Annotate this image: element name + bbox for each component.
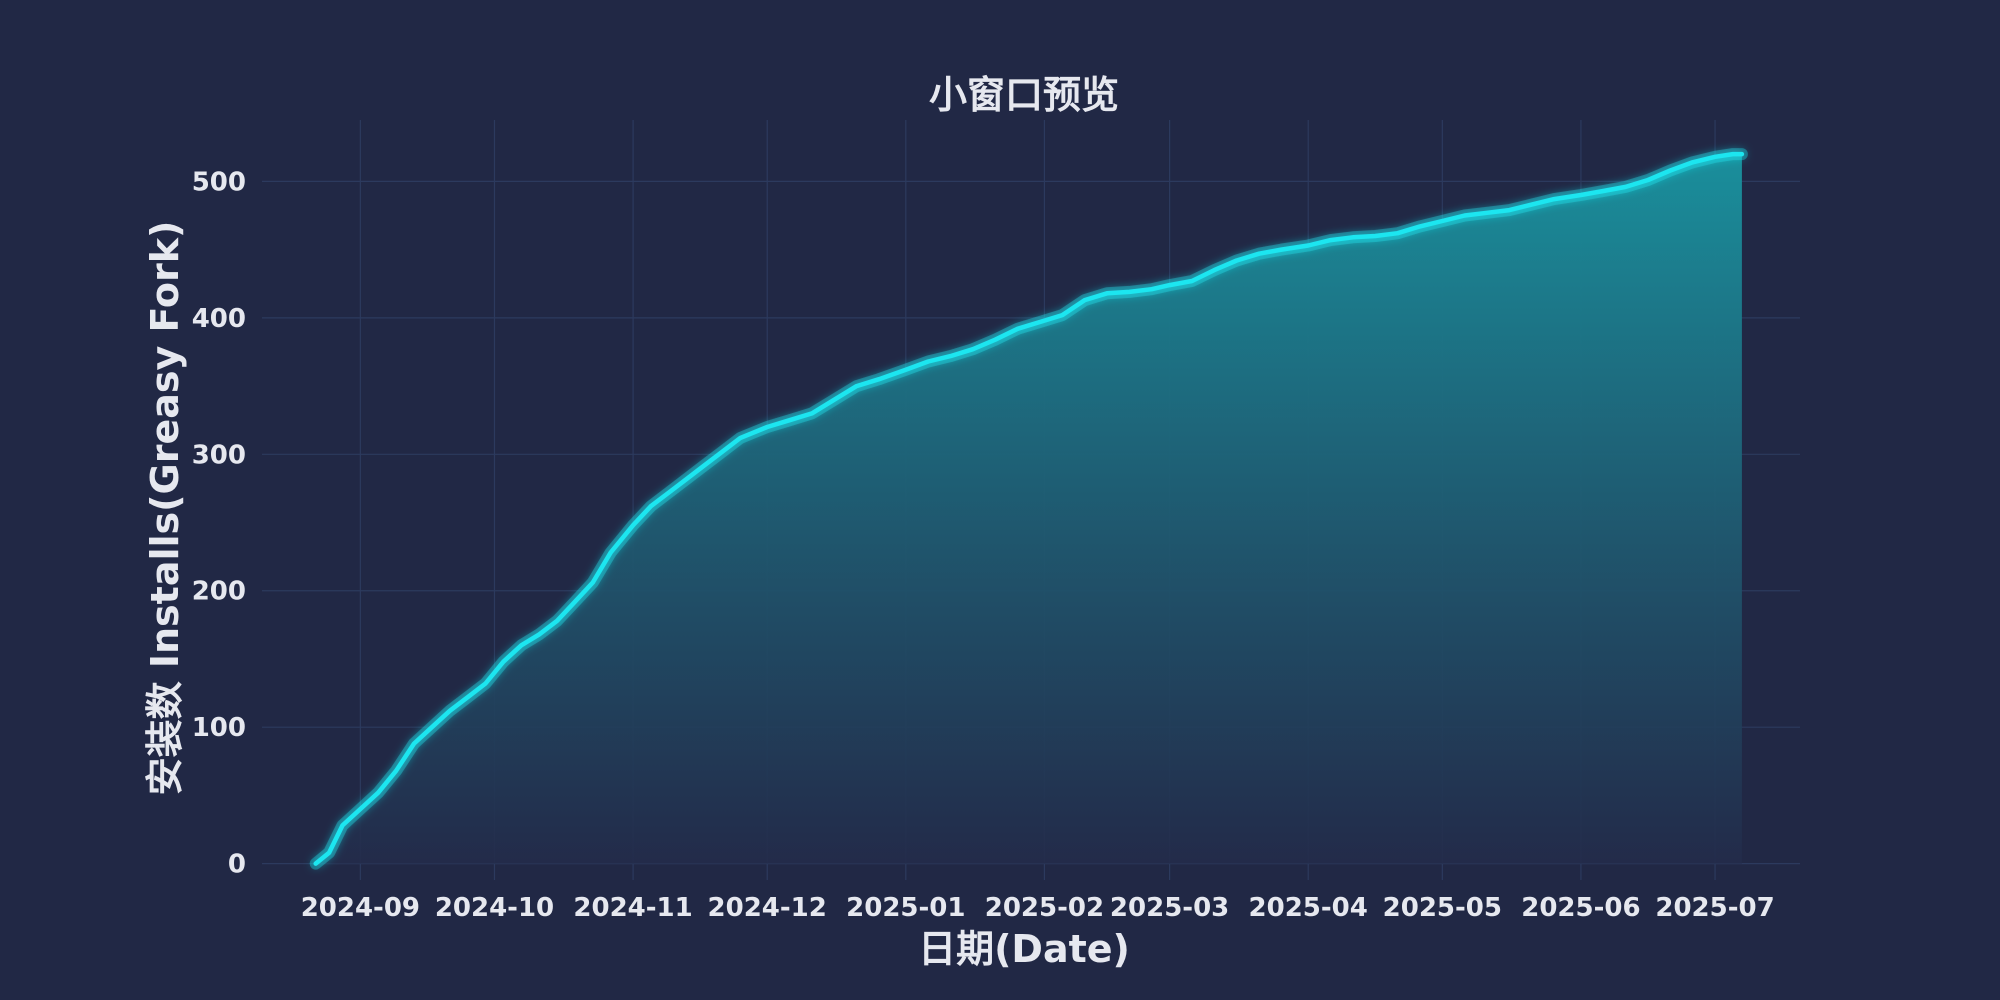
y-tick-label: 300 [192, 440, 246, 470]
y-tick-label: 200 [192, 577, 246, 607]
x-tick-label: 2025-06 [1521, 893, 1640, 923]
x-axis-label: 日期(Date) [918, 927, 1130, 971]
x-axis-ticks: 2024-09 2024-10 2024-11 2024-12 2025-01 2025-… [301, 893, 1775, 923]
installs-area-fill [315, 154, 1742, 864]
x-tick-label: 2024-09 [301, 893, 420, 923]
chart-title: 小窗口预览 [929, 73, 1119, 117]
x-tick-label: 2025-01 [846, 893, 965, 923]
x-tick-label: 2024-12 [708, 893, 827, 923]
x-tick-label: 2025-07 [1655, 893, 1774, 923]
y-axis-label: 安装数 Installs(Greasy Fork) [143, 221, 187, 796]
x-tick-label: 2025-02 [985, 893, 1104, 923]
x-tick-label: 2025-03 [1110, 893, 1229, 923]
y-axis-ticks: 0 100 200 300 400 500 [192, 167, 246, 879]
x-tick-label: 2025-05 [1383, 893, 1502, 923]
installs-line [313, 151, 1745, 866]
y-tick-label: 100 [192, 713, 246, 743]
y-tick-label: 500 [192, 167, 246, 197]
y-tick-label: 0 [228, 850, 246, 880]
x-tick-label: 2024-10 [435, 893, 554, 923]
y-tick-label: 400 [192, 304, 246, 334]
x-tick-label: 2025-04 [1249, 893, 1368, 923]
x-tick-label: 2024-11 [573, 893, 692, 923]
